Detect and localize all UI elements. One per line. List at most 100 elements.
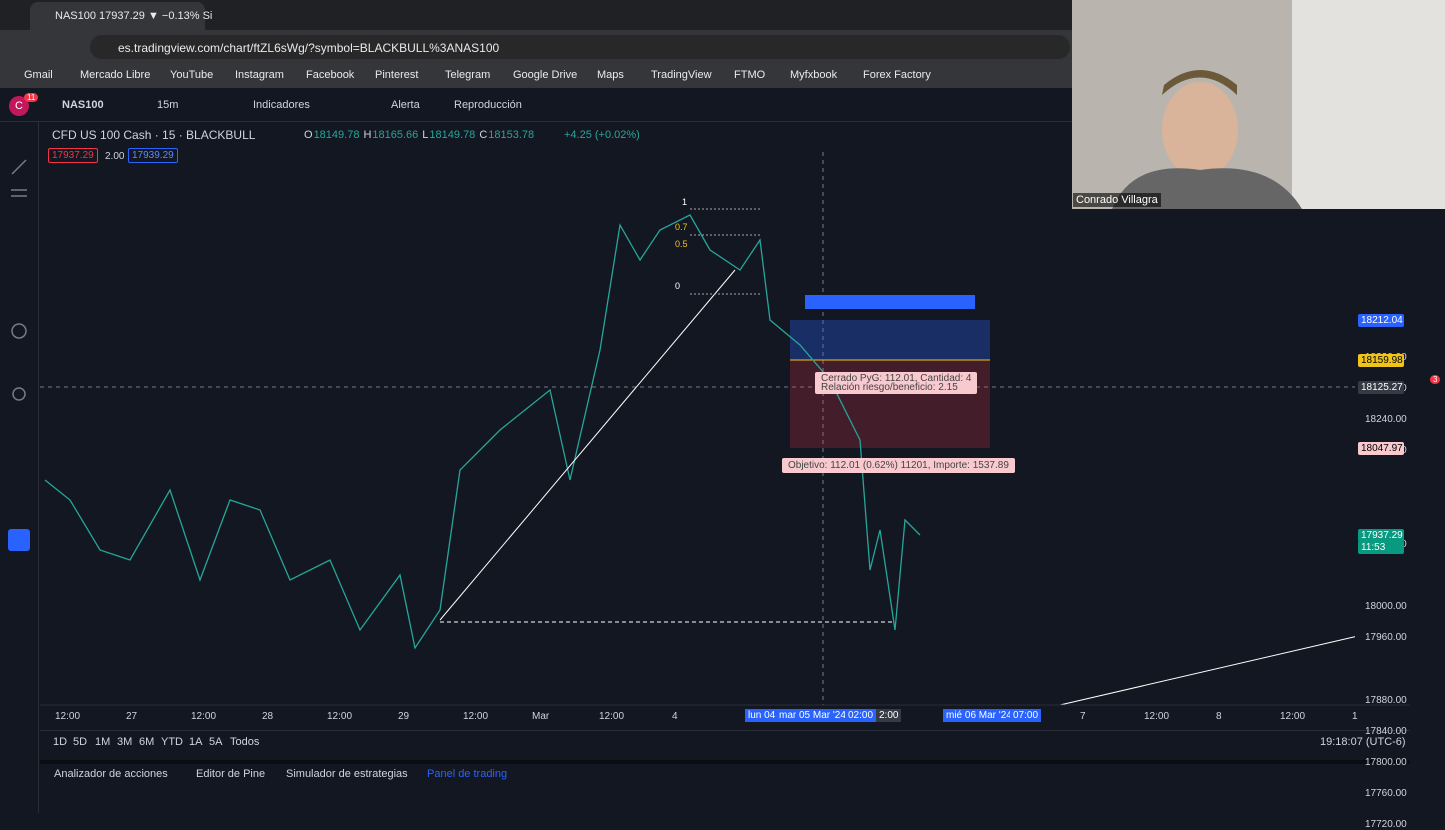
avatar[interactable]: C <box>9 96 29 116</box>
bookmark[interactable]: Mercado Libre <box>80 69 151 81</box>
ohlc-item: C <box>479 129 488 141</box>
bookmark[interactable]: Gmail <box>24 69 53 81</box>
symbol[interactable]: NAS100 <box>62 99 104 111</box>
ohlc-item: L <box>422 129 429 141</box>
time-label: 12:00 <box>1144 711 1170 722</box>
price-label: 17720.00 <box>1365 819 1407 830</box>
sell-button[interactable]: 17937.29 <box>48 148 98 163</box>
time-label: 12:00 <box>463 711 489 722</box>
price-label: 18000.00 <box>1365 601 1407 613</box>
bookmark[interactable]: Facebook <box>306 69 355 81</box>
price-label: 17800.00 <box>1365 756 1407 768</box>
instrument: CFD US 100 Cash · 15 · BLACKBULL <box>52 128 256 142</box>
trend-line[interactable] <box>439 269 736 621</box>
url: es.tradingview.com/chart/ftZL6sWg/?symbo… <box>118 41 500 55</box>
fib-level: 0 <box>675 281 681 291</box>
position-handle[interactable] <box>805 295 975 309</box>
bottom-panel <box>40 760 1410 817</box>
ohlc-item: 18149.78 <box>429 129 476 141</box>
range-button[interactable]: 6M <box>139 736 155 748</box>
notification-badge: 3 <box>1430 375 1441 384</box>
bottom-tab[interactable]: Analizador de acciones <box>54 768 168 780</box>
bookmark[interactable]: Pinterest <box>375 69 419 81</box>
bookmark[interactable]: Google Drive <box>513 69 578 81</box>
bookmark[interactable]: FTMO <box>734 69 766 81</box>
badge: 11 <box>24 93 39 102</box>
time-label: 7 <box>1080 711 1086 722</box>
time-label: 12:00 <box>55 711 81 722</box>
ohlc-item: O <box>304 129 313 141</box>
webcam-image <box>1112 0 1445 209</box>
time-tag: mar 05 Mar '24 <box>776 709 849 722</box>
tab-title: NAS100 17937.29 ▼ −0.13% Si <box>55 10 213 22</box>
fib-level: 0.7 <box>675 222 688 232</box>
price-tag: 17937.29 <box>1358 529 1404 542</box>
range-button[interactable]: Todos <box>230 736 260 748</box>
bookmark[interactable]: YouTube <box>170 69 214 81</box>
time-label: 12:00 <box>327 711 353 722</box>
target-info: Objetivo: 112.01 (0.62%) 11201, Importe:… <box>782 458 1015 473</box>
url-box[interactable] <box>90 35 1070 59</box>
bottom-tab[interactable]: Simulador de estrategias <box>286 768 408 780</box>
price-label: 17880.00 <box>1365 694 1407 706</box>
price-tag: 18212.04 <box>1358 314 1404 327</box>
bookmark[interactable]: Instagram <box>235 69 284 81</box>
time-label: 8 <box>1216 711 1222 722</box>
time-tag: mié 06 Mar '24 <box>943 709 1015 722</box>
bottom-tab[interactable]: Editor de Pine <box>196 768 266 780</box>
time-tag: 02:00 <box>845 709 877 722</box>
bookmark[interactable]: TradingView <box>651 69 712 81</box>
price-tag: 18159.98 <box>1358 354 1404 367</box>
ray[interactable] <box>1059 635 1359 706</box>
range-button[interactable]: YTD <box>161 736 183 748</box>
price-label: 17760.00 <box>1365 788 1407 800</box>
time-label: 1 <box>1352 711 1358 722</box>
range-button[interactable]: 3M <box>117 736 133 748</box>
price-label: 18240.00 <box>1365 414 1407 426</box>
clock: 19:18:07 (UTC-6) <box>1320 736 1406 748</box>
quantity[interactable]: 2.00 <box>105 151 125 162</box>
interval[interactable]: 15m <box>157 99 179 111</box>
price-tag: 18047.97 <box>1358 442 1404 455</box>
time-label: 29 <box>398 711 410 722</box>
active-tool[interactable] <box>8 529 30 551</box>
time-tag: lun 04 <box>745 709 779 722</box>
closed: Cerrado PyG: 112.01, Cantidad: 4 <box>821 373 972 384</box>
alert[interactable]: Alerta <box>391 99 420 111</box>
replay[interactable]: Reproducción <box>454 99 522 111</box>
range-button[interactable]: 1A <box>189 736 203 748</box>
fib-level: 1 <box>682 197 688 207</box>
fib-level: 0.5 <box>675 239 688 249</box>
indicators[interactable]: Indicadores <box>253 99 310 111</box>
webcam-name: Conrado Villagra <box>1073 193 1161 207</box>
range-button[interactable]: 1D <box>53 736 68 748</box>
price-tag: 18125.27 <box>1358 381 1404 394</box>
time-label: 27 <box>126 711 138 722</box>
bottom-tab[interactable]: Panel de trading <box>427 768 508 780</box>
time-label: Mar <box>532 711 550 722</box>
range-button[interactable]: 5D <box>73 736 88 748</box>
time-label: 28 <box>262 711 274 722</box>
bookmark[interactable]: Forex Factory <box>863 69 931 81</box>
tab[interactable] <box>30 2 205 30</box>
ohlc-item: H <box>363 129 372 141</box>
range-bar <box>40 730 1410 756</box>
ratio: Relación riesgo/beneficio: 2.15 <box>821 382 958 393</box>
range-button[interactable]: 5A <box>209 736 223 748</box>
time-label: 12:00 <box>1280 711 1306 722</box>
profit-zone[interactable] <box>790 320 990 360</box>
ohlc-item: 18165.66 <box>372 129 419 141</box>
ohlc: O18149.78 H18165.66 L18149.78 C18153.78 <box>304 129 538 141</box>
change: +4.25 (+0.02%) <box>564 129 640 141</box>
range-button[interactable]: 1M <box>95 736 111 748</box>
bookmark[interactable]: Myfxbook <box>790 69 838 81</box>
time-label: 12:00 <box>599 711 625 722</box>
price-series <box>44 214 921 650</box>
bookmark[interactable]: Telegram <box>445 69 491 81</box>
price-axis <box>1355 122 1410 732</box>
bookmark[interactable]: Maps <box>597 69 624 81</box>
ohlc-item: 18149.78 <box>313 129 360 141</box>
chart <box>8 122 1410 732</box>
buy-button[interactable]: 17939.29 <box>128 148 178 163</box>
